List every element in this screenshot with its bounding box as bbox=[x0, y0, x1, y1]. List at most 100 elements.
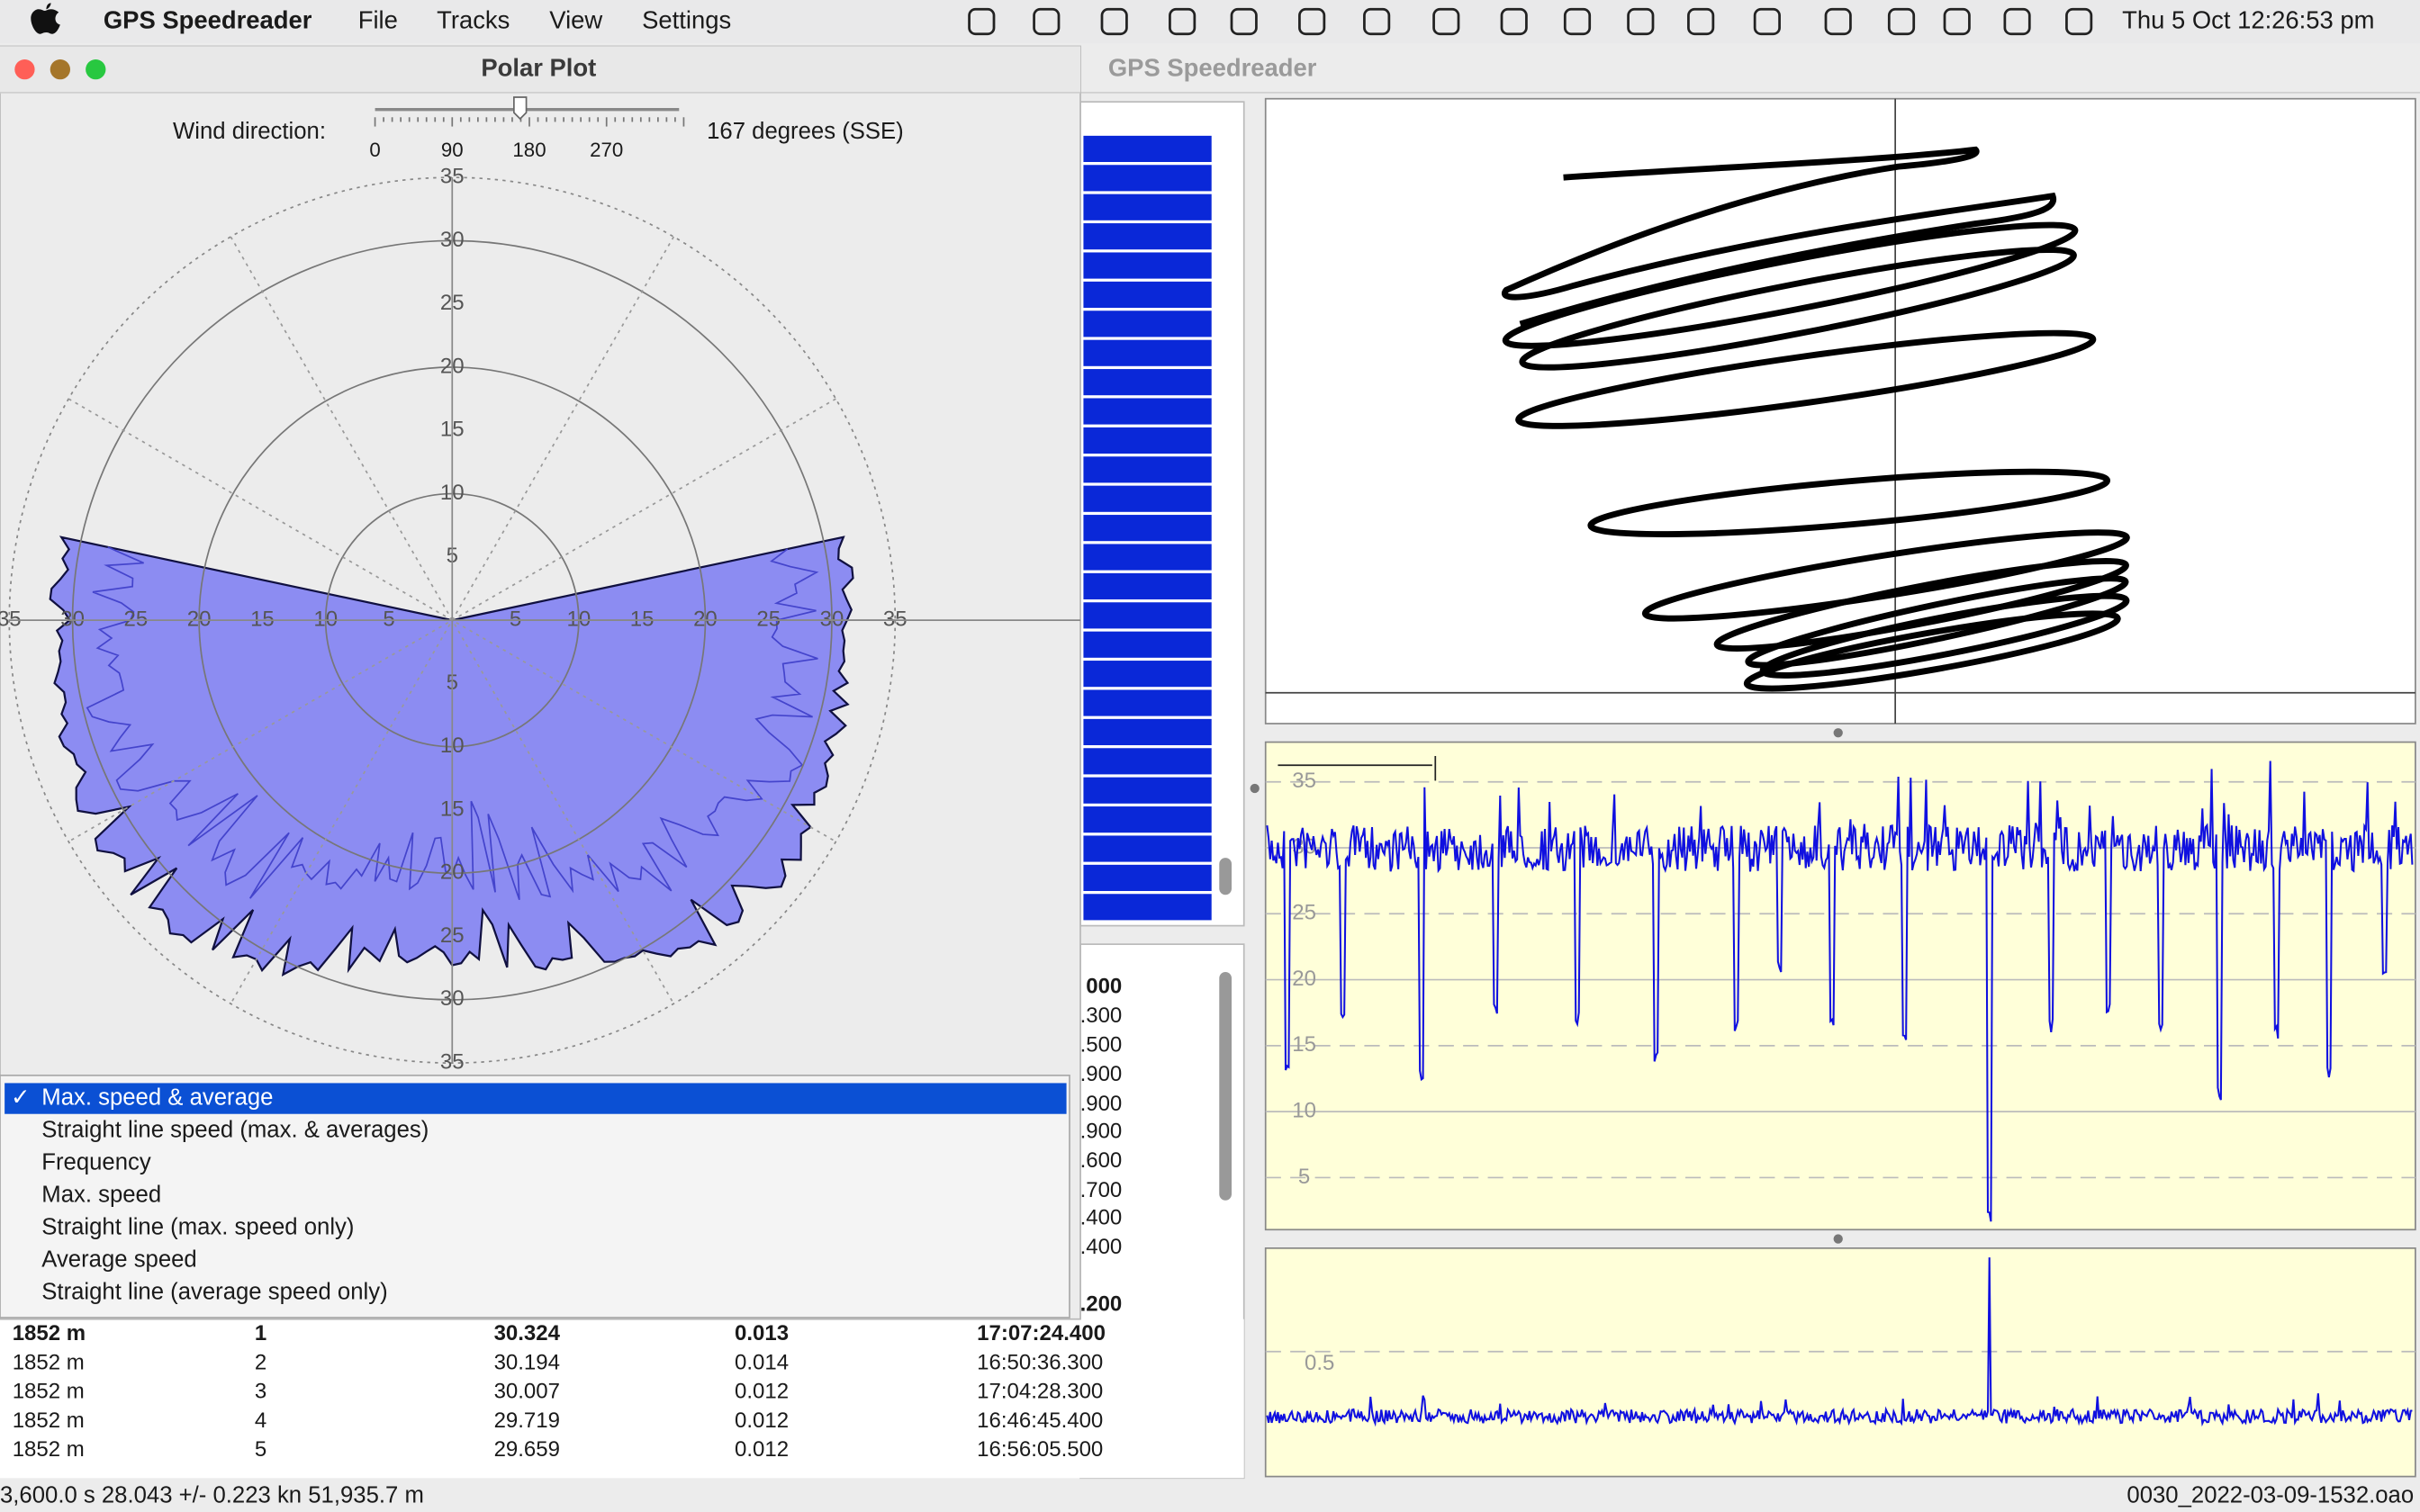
wind-value: 167 degrees (SSE) bbox=[707, 119, 904, 144]
menu-item[interactable]: Straight line (average speed only) bbox=[41, 1279, 387, 1304]
list-row bbox=[1083, 602, 1211, 628]
list-row bbox=[1083, 136, 1211, 162]
ring-label: 10 bbox=[313, 607, 338, 631]
menu[interactable]: Settings bbox=[642, 5, 731, 33]
table-cell: 1852 m bbox=[13, 1408, 85, 1433]
list-row bbox=[1083, 252, 1211, 278]
menu[interactable]: File bbox=[358, 5, 398, 33]
menu-item[interactable]: Max. speed bbox=[41, 1182, 161, 1207]
speed-chart bbox=[1266, 742, 2415, 1230]
table-cell: 16:50:36.300 bbox=[977, 1350, 1103, 1374]
status-left: 3,600.0 s 28.043 +/- 0.223 kn 51,935.7 m bbox=[0, 1483, 424, 1508]
slider-label: 270 bbox=[590, 139, 623, 161]
table-cell: 1 bbox=[255, 1321, 266, 1346]
ring-label: 15 bbox=[250, 607, 275, 631]
table-scrollbar[interactable] bbox=[1219, 972, 1232, 1201]
list-row bbox=[1083, 689, 1211, 716]
list-row bbox=[1083, 778, 1211, 804]
ring-label: 25 bbox=[124, 607, 149, 631]
wind-label: Wind direction: bbox=[173, 119, 326, 144]
table-cell: 4 bbox=[255, 1408, 266, 1433]
minimize-button[interactable] bbox=[50, 59, 70, 79]
time-fragment: .900 bbox=[1080, 1062, 1123, 1086]
menu-checkmark: ✓ bbox=[11, 1084, 31, 1110]
menu[interactable]: Tracks bbox=[437, 5, 510, 33]
list-row bbox=[1083, 894, 1211, 920]
table-cell: 30.324 bbox=[494, 1321, 561, 1346]
table-cell: 29.719 bbox=[494, 1408, 560, 1433]
list-row bbox=[1083, 398, 1211, 424]
table-cell: 3 bbox=[255, 1380, 266, 1404]
list-row bbox=[1083, 632, 1211, 658]
splitter[interactable] bbox=[1834, 728, 1843, 737]
table-cell: 16:56:05.500 bbox=[977, 1437, 1103, 1462]
ring-label: 30 bbox=[60, 607, 85, 631]
list-row bbox=[1083, 544, 1211, 570]
list-row bbox=[1083, 486, 1211, 512]
y-tick-label: 10 bbox=[1292, 1098, 1316, 1122]
table-cell: 1852 m bbox=[13, 1380, 85, 1404]
time-fragment: 000 bbox=[1086, 974, 1122, 998]
y-tick-label: 5 bbox=[1298, 1165, 1310, 1189]
table-cell: 17:07:24.400 bbox=[977, 1321, 1106, 1346]
menu-item[interactable]: Straight line (max. speed only) bbox=[41, 1214, 354, 1239]
menu[interactable]: View bbox=[549, 5, 602, 33]
ring-label: 35 bbox=[883, 607, 908, 631]
list-row bbox=[1083, 456, 1211, 482]
table-cell: 17:04:28.300 bbox=[977, 1380, 1103, 1404]
ring-label: 15 bbox=[630, 607, 655, 631]
list-rows bbox=[1083, 136, 1211, 921]
list-row bbox=[1083, 806, 1211, 832]
list-row bbox=[1083, 515, 1211, 541]
ring-label: 35 bbox=[0, 607, 22, 631]
list-row bbox=[1083, 340, 1211, 366]
time-fragment: .200 bbox=[1080, 1292, 1123, 1317]
time-fragment: .600 bbox=[1080, 1148, 1123, 1173]
slider-label: 180 bbox=[512, 139, 546, 161]
table-cell: 0.012 bbox=[735, 1380, 789, 1404]
table-cell: 5 bbox=[255, 1437, 266, 1462]
list-row bbox=[1083, 223, 1211, 249]
list-row bbox=[1083, 369, 1211, 395]
slider-thumb[interactable] bbox=[514, 97, 527, 119]
list-row bbox=[1083, 194, 1211, 220]
error-chart bbox=[1266, 1248, 2415, 1477]
zoom-button[interactable] bbox=[86, 59, 105, 79]
table-cell: 0.014 bbox=[735, 1350, 789, 1374]
polar-title: Polar Plot bbox=[481, 53, 596, 81]
main-window-title: GPS Speedreader bbox=[1108, 53, 1317, 81]
close-button[interactable] bbox=[14, 59, 34, 79]
table-cell: 0.013 bbox=[735, 1321, 789, 1346]
splitter[interactable] bbox=[1834, 1234, 1843, 1243]
y-tick-label: 35 bbox=[1292, 769, 1316, 793]
table-cell: 0.012 bbox=[735, 1408, 789, 1433]
menu-item[interactable]: Max. speed & average bbox=[41, 1084, 273, 1110]
table-cell: 1852 m bbox=[13, 1437, 85, 1462]
y-tick-label: 20 bbox=[1292, 967, 1316, 991]
scrollbar-thumb[interactable] bbox=[1219, 858, 1232, 895]
app-menu[interactable]: GPS Speedreader bbox=[104, 5, 312, 33]
menu-item[interactable]: Average speed bbox=[41, 1246, 196, 1272]
status-right: 0030_2022-03-09-1532.oao bbox=[2127, 1483, 2414, 1508]
table-cell: 0.012 bbox=[735, 1437, 789, 1462]
time-fragment: .700 bbox=[1080, 1178, 1123, 1202]
y-tick-label: 0.5 bbox=[1305, 1351, 1334, 1375]
menu-item[interactable]: Frequency bbox=[41, 1149, 151, 1174]
ring-label: 10 bbox=[567, 607, 591, 631]
list-row bbox=[1083, 865, 1211, 891]
slider-label: 0 bbox=[369, 139, 380, 161]
menu-item[interactable]: Straight line speed (max. & averages) bbox=[41, 1117, 429, 1142]
time-fragment: .400 bbox=[1080, 1235, 1123, 1259]
y-tick-label: 25 bbox=[1292, 901, 1316, 925]
ring-label: 5 bbox=[510, 607, 521, 631]
ring-label: 20 bbox=[187, 607, 212, 631]
table-cell: 30.007 bbox=[494, 1380, 560, 1404]
table-cell: 30.194 bbox=[494, 1350, 560, 1374]
splitter[interactable] bbox=[1251, 784, 1260, 793]
time-fragment: .300 bbox=[1080, 1004, 1123, 1028]
clock[interactable]: Thu 5 Oct 12:26:53 pm bbox=[2122, 5, 2374, 33]
time-fragment: .900 bbox=[1080, 1092, 1123, 1116]
table-cell: 1852 m bbox=[13, 1350, 85, 1374]
